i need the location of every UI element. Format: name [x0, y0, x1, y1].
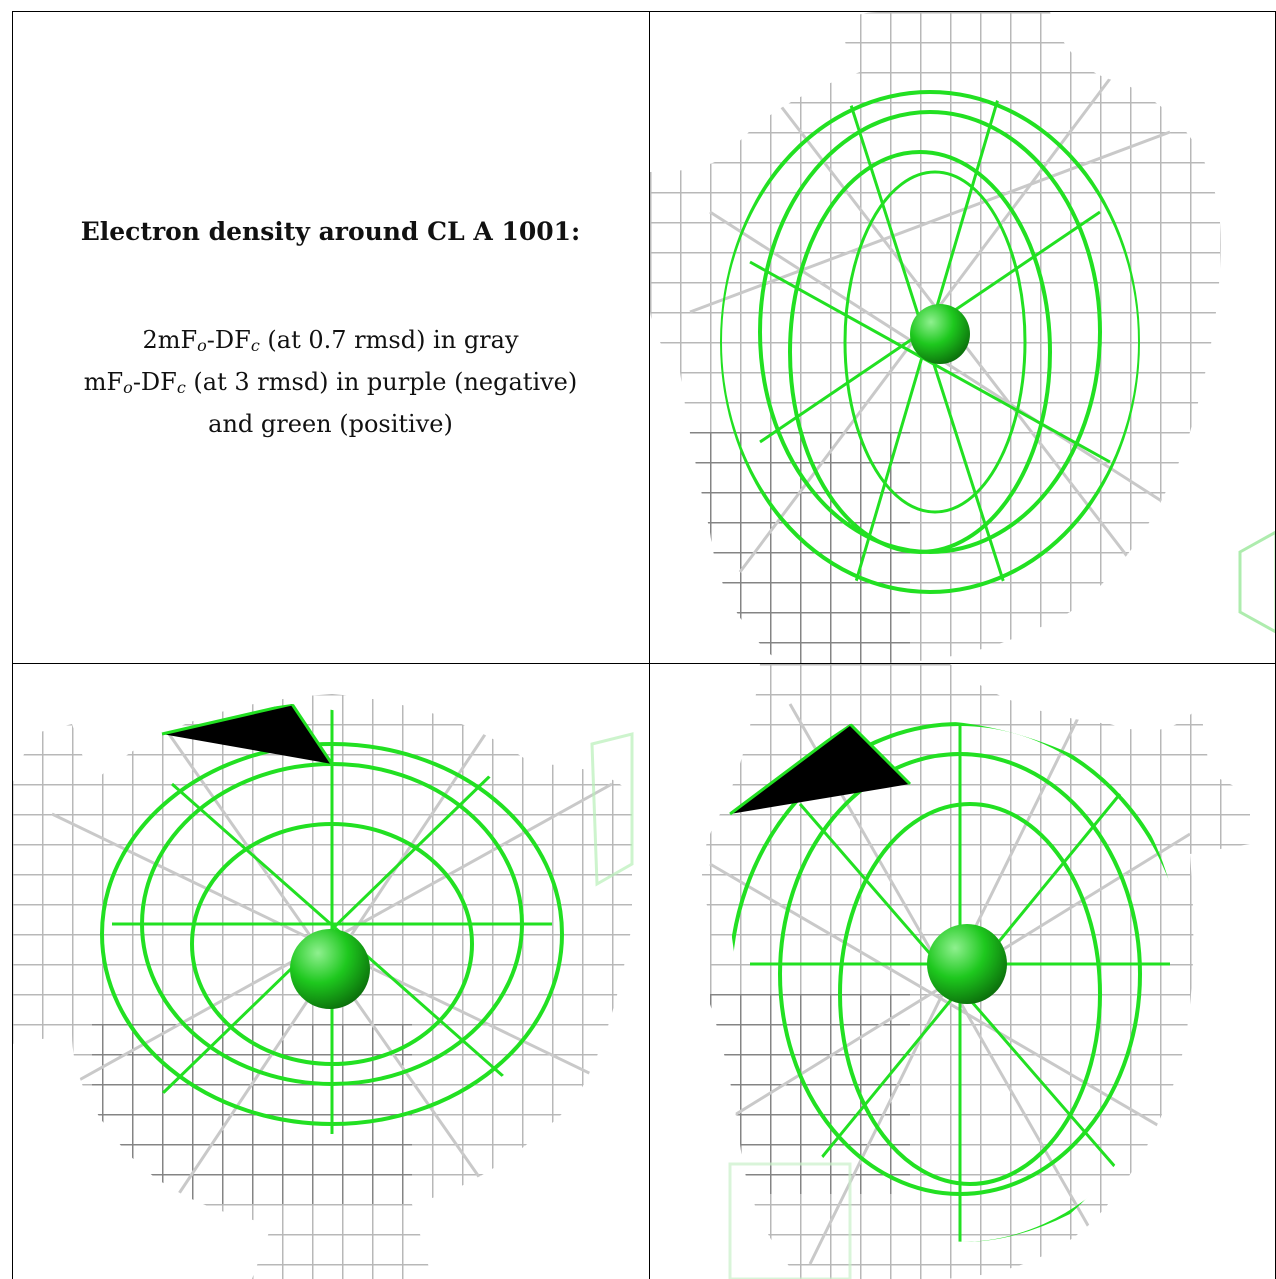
green-mesh-fragment	[590, 732, 634, 887]
density-view-2	[12, 664, 649, 1279]
rule-center	[12, 663, 1276, 664]
rule-top	[12, 11, 1276, 12]
caption-title: Electron density around CL A 1001:	[80, 217, 581, 246]
green-mesh-2	[100, 704, 564, 1134]
gray-mesh-1	[650, 12, 1221, 663]
caption: Electron density around CL A 1001: 2mFo-…	[12, 12, 649, 663]
green-mesh-fragment	[1238, 530, 1276, 634]
rule-left	[12, 11, 13, 1279]
density-view-3	[650, 664, 1276, 1279]
caption-panel: Electron density around CL A 1001: 2mFo-…	[12, 12, 649, 663]
caption-line-diff: mFo-DFc (at 3 rmsd) in purple (negative)	[83, 368, 578, 397]
caption-line-green: and green (positive)	[208, 410, 453, 438]
chloride-atom-sphere	[290, 929, 370, 1009]
caption-description: 2mFo-DFc (at 0.7 rmsd) in gray mFo-DFc (…	[12, 322, 649, 442]
density-view-1	[650, 12, 1276, 663]
chloride-atom-sphere	[910, 304, 970, 364]
density-svg-2	[12, 694, 634, 1279]
density-svg-1	[650, 12, 1276, 663]
chloride-atom-sphere	[927, 924, 1007, 1004]
density-svg-3	[702, 664, 1250, 1279]
caption-line-gray: 2mFo-DFc (at 0.7 rmsd) in gray	[142, 326, 519, 355]
rule-middle	[649, 11, 650, 1279]
green-mesh-fragment	[728, 1162, 852, 1279]
